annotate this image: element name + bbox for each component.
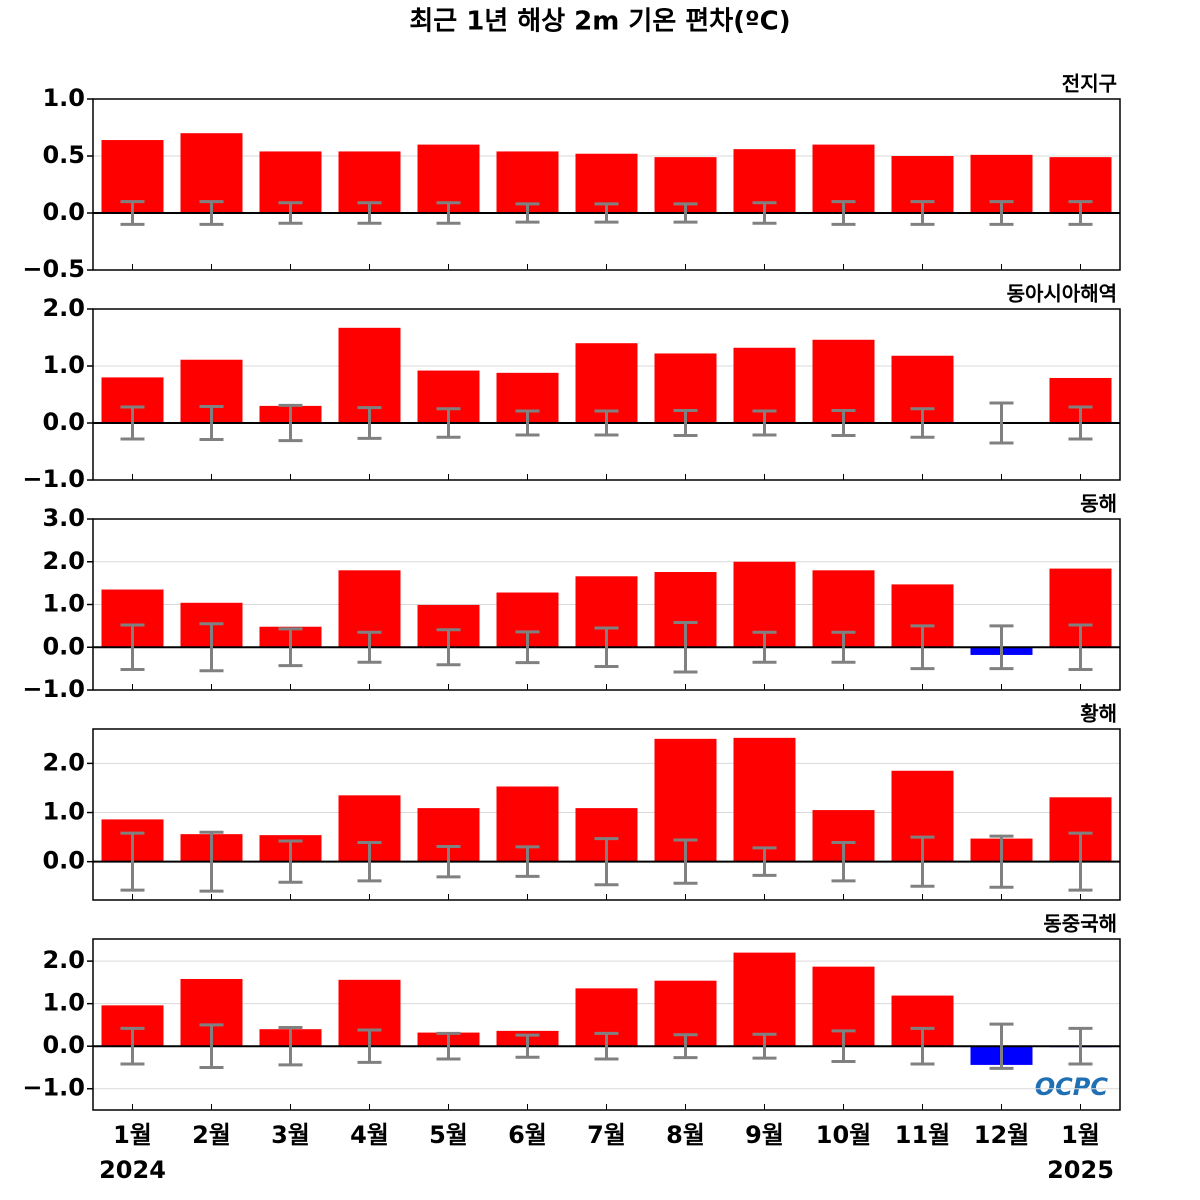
panel-title: 동해 [1080,492,1117,516]
y-tick-label: 2.0 [42,294,85,322]
panel-title: 전지구 [1062,72,1117,96]
y-tick-label: 1.0 [42,989,85,1017]
plot-frame [92,938,1121,1111]
x-tick-label: 12월 [974,1121,1029,1149]
x-tick-label: 11월 [895,1121,950,1149]
y-tick-label: 0.0 [42,847,85,875]
y-tick-label: 1.0 [42,351,85,379]
plot-frame [92,728,1121,901]
y-tick-label: 1.0 [42,84,85,112]
x-tick-label: 3월 [271,1121,310,1149]
x-tick-label: 8월 [666,1121,705,1149]
bar [733,737,796,862]
x-tick-label: 4월 [350,1121,389,1149]
x-tick-label: 7월 [587,1121,626,1149]
y-tick-label: −1.0 [22,675,85,703]
year-label: 2024 [99,1156,166,1184]
x-tick-label: 2월 [192,1121,231,1149]
y-tick-label: 0.0 [42,1031,85,1059]
x-tick-label: 5월 [429,1121,468,1149]
x-tick-label: 1월 [113,1121,152,1149]
y-tick-label: 1.0 [42,798,85,826]
x-tick-label: 10월 [816,1121,871,1149]
chart-title: 최근 1년 해상 2m 기온 편차(ºC) [409,7,790,37]
y-tick-label: −1.0 [22,465,85,493]
plot-frame [92,98,1121,271]
x-tick-label: 9월 [745,1121,784,1149]
y-tick-label: 2.0 [42,748,85,776]
y-tick-label: 2.0 [42,547,85,575]
x-tick-label: 6월 [508,1121,547,1149]
y-tick-label: 0.0 [42,198,85,226]
plot-frame [92,308,1121,481]
y-tick-label: 3.0 [42,504,85,532]
y-tick-label: 2.0 [42,946,85,974]
year-label: 2025 [1047,1156,1114,1184]
y-tick-label: −1.0 [22,1074,85,1102]
bar [733,952,796,1047]
panel-title: 동중국해 [1043,912,1117,936]
panel-title: 황해 [1080,702,1117,726]
y-tick-label: 0.0 [42,408,85,436]
panel-title: 동아시아해역 [1007,282,1117,306]
y-tick-label: 1.0 [42,590,85,618]
logo: OCPC [1035,1073,1109,1101]
x-tick-label: 1월 [1061,1121,1100,1149]
y-tick-label: −0.5 [22,255,85,283]
plot-frame [92,518,1121,691]
y-tick-label: 0.0 [42,632,85,660]
bar [180,133,243,213]
y-tick-label: 0.5 [42,141,85,169]
